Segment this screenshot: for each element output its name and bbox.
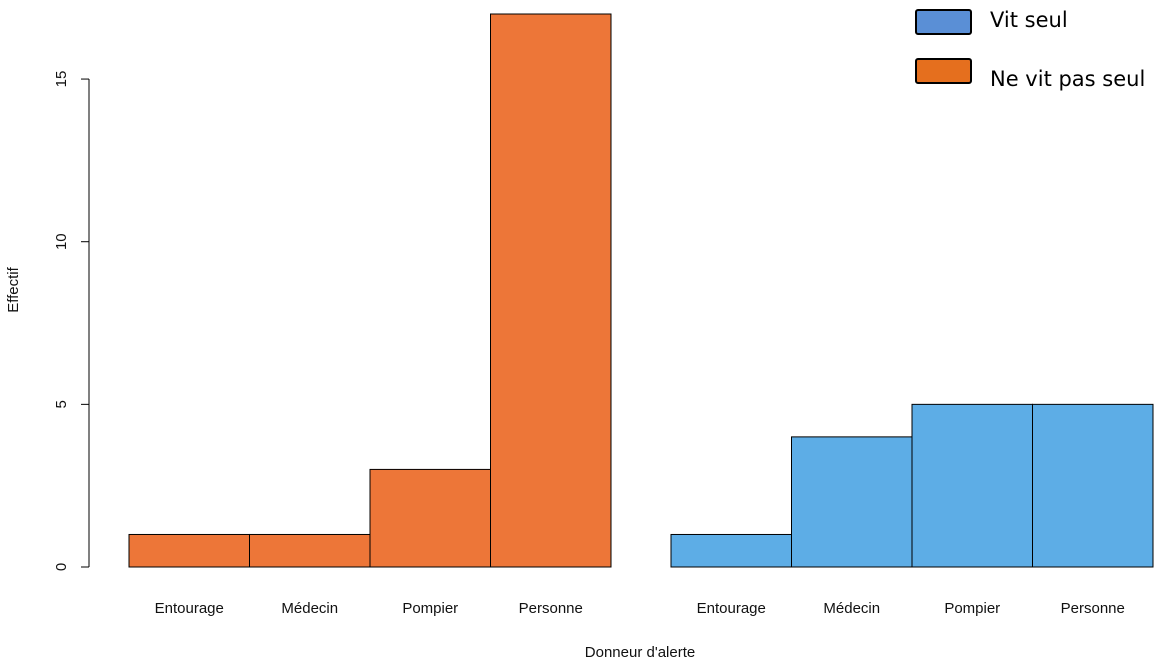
legend-label-ne-vit-pas-seul: Ne vit pas seul	[990, 67, 1145, 91]
x-tick-label: Pompier	[944, 600, 1000, 617]
bar-vit-seul-médecin	[791, 436, 913, 568]
x-axis-title: Donneur d'alerte	[585, 644, 695, 661]
bar-ne-vit-pas-seul-pompier	[369, 468, 491, 568]
y-tick-label: 0	[53, 563, 70, 571]
y-tick-label: 10	[53, 233, 70, 250]
x-tick-labels: Entourage Médecin Pompier Personne Entourage…	[155, 600, 1125, 617]
x-tick-label: Entourage	[155, 600, 224, 617]
legend-label-vit-seul: Vit seul	[990, 8, 1068, 32]
legend-swatch-ne-vit-pas-seul	[915, 58, 972, 84]
y-axis-title: Effectif	[5, 266, 22, 312]
legend: Vit seul Ne vit pas seul	[915, 8, 1145, 91]
x-tick-label: Pompier	[402, 600, 458, 617]
x-tick-label: Entourage	[697, 600, 766, 617]
x-tick-label: Personne	[1061, 600, 1125, 617]
legend-swatch-vit-seul	[915, 9, 972, 35]
bars-layer	[128, 13, 1154, 568]
bar-vit-seul-pompier	[911, 403, 1033, 568]
x-tick-label: Médecin	[823, 600, 880, 617]
x-tick-label: Personne	[519, 600, 583, 617]
y-tick-label: 5	[53, 400, 70, 408]
bar-ne-vit-pas-seul-personne	[490, 13, 612, 568]
bar-vit-seul-entourage	[670, 533, 792, 568]
x-tick-label: Médecin	[281, 600, 338, 617]
y-tick-label: 15	[53, 71, 70, 88]
y-axis: 0 5 10 15	[53, 71, 90, 571]
bar-vit-seul-personne	[1032, 403, 1154, 568]
bar-ne-vit-pas-seul-médecin	[249, 533, 371, 568]
bar-ne-vit-pas-seul-entourage	[128, 533, 250, 568]
